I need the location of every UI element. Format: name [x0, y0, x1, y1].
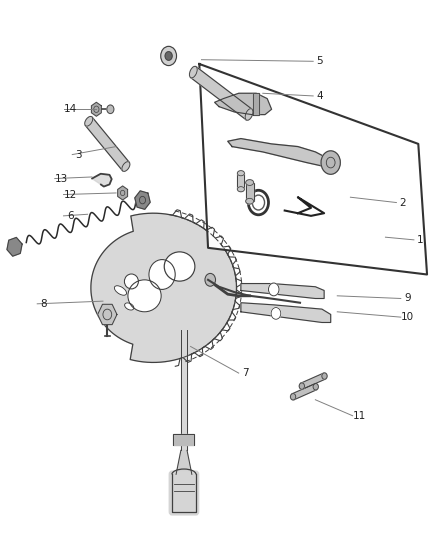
Ellipse shape: [190, 66, 197, 78]
Text: 8: 8: [40, 299, 47, 309]
Circle shape: [321, 151, 340, 174]
Ellipse shape: [124, 274, 138, 289]
Polygon shape: [241, 303, 331, 322]
Polygon shape: [85, 117, 129, 171]
Text: 4: 4: [316, 91, 323, 101]
Polygon shape: [173, 434, 194, 445]
Polygon shape: [92, 174, 112, 187]
Circle shape: [271, 308, 281, 319]
Text: 13: 13: [55, 174, 68, 183]
Polygon shape: [7, 238, 22, 256]
Text: 11: 11: [353, 411, 366, 421]
Polygon shape: [98, 304, 117, 325]
Circle shape: [290, 393, 296, 400]
Circle shape: [165, 52, 172, 60]
Ellipse shape: [237, 171, 244, 176]
Ellipse shape: [246, 180, 254, 185]
Circle shape: [161, 46, 177, 66]
Circle shape: [268, 283, 279, 296]
FancyBboxPatch shape: [169, 471, 198, 515]
Text: 5: 5: [316, 56, 323, 66]
Text: 7: 7: [242, 368, 249, 378]
Text: 14: 14: [64, 104, 77, 114]
Polygon shape: [215, 93, 272, 115]
Ellipse shape: [149, 260, 175, 289]
Polygon shape: [246, 182, 254, 201]
Ellipse shape: [114, 286, 127, 295]
Circle shape: [205, 273, 215, 286]
Polygon shape: [135, 191, 150, 209]
Polygon shape: [181, 330, 187, 450]
Text: 3: 3: [75, 150, 82, 159]
Polygon shape: [237, 173, 244, 189]
Text: 6: 6: [67, 211, 74, 221]
Polygon shape: [292, 384, 317, 400]
Polygon shape: [91, 213, 237, 362]
Polygon shape: [241, 284, 324, 298]
Circle shape: [322, 373, 327, 379]
Ellipse shape: [246, 198, 254, 204]
Polygon shape: [191, 67, 252, 120]
Polygon shape: [118, 186, 127, 200]
Ellipse shape: [128, 280, 161, 312]
Polygon shape: [199, 64, 427, 274]
Ellipse shape: [237, 187, 244, 192]
Ellipse shape: [124, 303, 134, 310]
Text: 1: 1: [417, 235, 424, 245]
Circle shape: [107, 105, 114, 114]
Polygon shape: [253, 93, 259, 115]
Polygon shape: [301, 373, 325, 389]
Circle shape: [299, 383, 304, 389]
Ellipse shape: [85, 117, 93, 126]
Circle shape: [313, 384, 318, 390]
Polygon shape: [176, 450, 192, 474]
Ellipse shape: [164, 252, 195, 281]
Text: 10: 10: [401, 312, 414, 322]
Ellipse shape: [245, 109, 253, 120]
Ellipse shape: [122, 161, 130, 171]
Text: 12: 12: [64, 190, 77, 199]
Text: 2: 2: [399, 198, 406, 207]
Polygon shape: [228, 139, 331, 168]
Polygon shape: [92, 102, 101, 116]
Text: 9: 9: [404, 294, 411, 303]
